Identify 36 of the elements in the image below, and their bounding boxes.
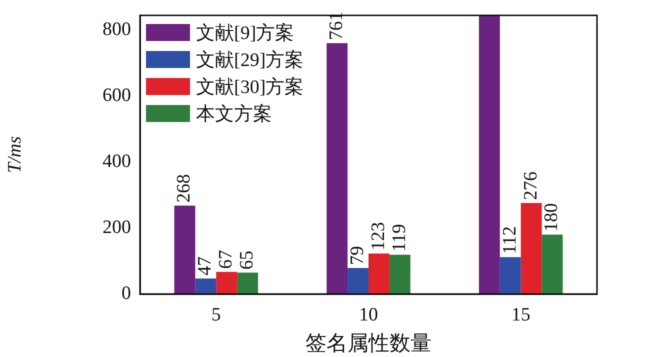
data-label: 65 bbox=[236, 250, 258, 270]
x-axis-title: 签名属性数量 bbox=[306, 330, 432, 355]
data-label: 276 bbox=[520, 172, 542, 200]
x-tick-label: 15 bbox=[511, 304, 530, 326]
y-tick-label: 200 bbox=[102, 217, 131, 238]
bar bbox=[500, 257, 521, 294]
data-label: 123 bbox=[368, 222, 389, 250]
data-label: 268 bbox=[174, 174, 195, 203]
legend-label: 本文方案 bbox=[196, 102, 272, 126]
data-label: 119 bbox=[388, 224, 410, 252]
bar bbox=[174, 206, 196, 294]
bar bbox=[478, 15, 500, 294]
bar bbox=[216, 272, 238, 294]
data-label: 112 bbox=[499, 226, 520, 254]
bar bbox=[195, 278, 216, 294]
legend-label: 文献[30]方案 bbox=[196, 76, 304, 100]
x-tick-label: 10 bbox=[359, 304, 378, 326]
bar bbox=[368, 253, 390, 294]
data-label: 47 bbox=[194, 256, 216, 276]
bar bbox=[326, 43, 348, 294]
y-tick-label: 0 bbox=[122, 282, 131, 304]
data-label: 67 bbox=[216, 250, 237, 269]
y-axis-title: T/ms bbox=[4, 136, 26, 174]
legend-label: 文献[29]方案 bbox=[196, 48, 304, 72]
bar bbox=[389, 254, 410, 294]
bar bbox=[520, 203, 542, 294]
y-tick-label: 600 bbox=[102, 85, 131, 106]
legend-label: 文献[9]方案 bbox=[196, 22, 294, 46]
bar bbox=[542, 234, 563, 294]
x-tick-label: 5 bbox=[211, 304, 221, 326]
data-label: 79 bbox=[347, 246, 368, 265]
data-label: 180 bbox=[541, 203, 562, 232]
bar bbox=[237, 272, 258, 294]
y-tick-label: 400 bbox=[102, 151, 131, 172]
y-tick-label: 800 bbox=[102, 19, 131, 40]
bar bbox=[348, 268, 368, 294]
